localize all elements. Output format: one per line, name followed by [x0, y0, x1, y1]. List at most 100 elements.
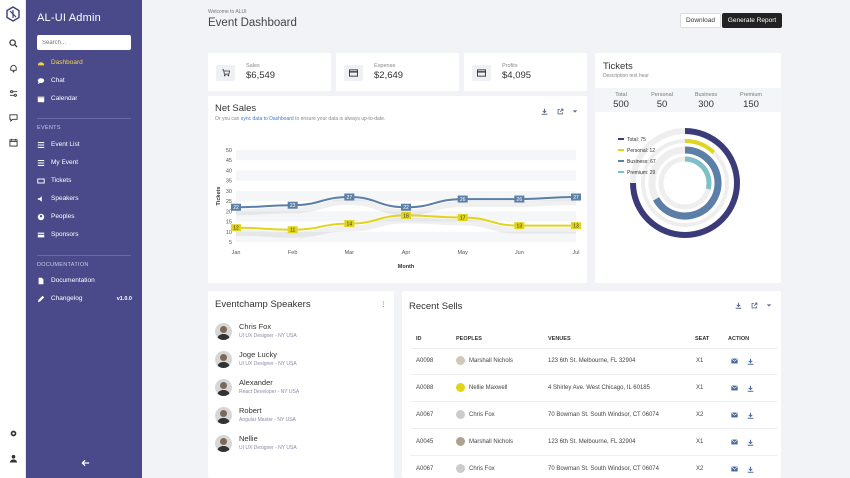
sync-data-link[interactable]: sync data to Dashboard [240, 116, 294, 122]
email-icon[interactable] [731, 412, 738, 420]
y-tick-label: 5 [229, 240, 232, 246]
avatar [456, 464, 465, 473]
email-icon[interactable] [731, 358, 738, 366]
avatar [215, 407, 232, 424]
grid-band [236, 190, 576, 202]
tickets-col-value: 500 [613, 99, 629, 110]
section-heading-documentation: DOCUMENTATION [37, 262, 89, 268]
chat-icon [37, 77, 45, 85]
download-icon[interactable] [747, 466, 754, 475]
y-tick-label: 10 [226, 230, 232, 236]
data-point [401, 203, 411, 211]
row-id: A0045 [416, 439, 434, 445]
data-label: 26 [460, 197, 466, 203]
page-title: Event Dashboard [208, 17, 297, 29]
email-icon[interactable] [731, 466, 738, 474]
y-tick-label: 50 [226, 148, 232, 154]
legend-label: Total: 75 [627, 137, 646, 143]
download-button[interactable]: Download [680, 13, 721, 28]
speaker-role: UI UX Designer - NY USA [239, 361, 297, 367]
divider [37, 255, 131, 256]
stat-label: Profits [502, 63, 518, 69]
download-icon[interactable] [541, 108, 548, 117]
search-input[interactable] [37, 35, 131, 50]
y-tick-label: 35 [226, 179, 232, 185]
sidebar-item-tickets[interactable]: Tickets [37, 176, 137, 186]
sidebar-item-chat[interactable]: Chat [37, 76, 137, 86]
chevron-down-icon[interactable] [766, 302, 772, 311]
data-point [231, 203, 241, 211]
tickets-col-label: Business [694, 92, 718, 98]
x-tick-label: Apr [402, 250, 411, 256]
sidebar-item-my-event[interactable]: My Event [37, 158, 137, 168]
row-id: A0067 [416, 466, 434, 472]
row-venue: 123 6th St. Melbourne, FL 32904 [548, 358, 636, 364]
download-icon[interactable] [747, 412, 754, 421]
bell-icon[interactable] [8, 64, 18, 74]
email-icon[interactable] [731, 439, 738, 447]
generate-report-button[interactable]: Generate Report [722, 13, 782, 28]
row-people: Nellie Maxwell [469, 385, 508, 391]
legend-label: Personal: 12 [627, 148, 655, 154]
sliders-icon[interactable] [8, 89, 18, 99]
sidebar-item-calendar[interactable]: Calendar [37, 94, 137, 104]
sidebar-item-sponsors[interactable]: Sponsors [37, 230, 137, 240]
data-point [571, 222, 581, 230]
table-divider [411, 374, 777, 375]
logo-icon[interactable] [5, 6, 21, 22]
ticket-icon [37, 177, 45, 185]
calendar-icon[interactable] [8, 138, 18, 148]
external-link-icon[interactable] [557, 108, 564, 117]
gear-icon[interactable] [8, 429, 18, 439]
y-tick-label: 45 [226, 158, 232, 164]
sidebar-item-label: Tickets [51, 177, 72, 184]
cart-icon [216, 65, 235, 81]
email-icon[interactable] [731, 385, 738, 393]
search-icon[interactable] [8, 39, 18, 49]
radial-bar [684, 156, 712, 190]
table-divider [411, 428, 777, 429]
download-icon[interactable] [747, 385, 754, 394]
people-icon [37, 213, 45, 221]
download-icon[interactable] [747, 358, 754, 367]
speaker-role: Angular Master - NY USA [239, 417, 296, 423]
row-people: Chris Fox [469, 466, 495, 472]
collapse-sidebar-icon[interactable] [81, 459, 90, 469]
y-tick-label: 30 [226, 189, 232, 195]
sidebar-item-event-list[interactable]: Event List [37, 140, 137, 150]
net-sales-title: Net Sales [215, 103, 257, 114]
speaker-item[interactable]: Joge Lucky UI UX Designer - NY USA [215, 349, 385, 371]
data-label: 13 [573, 224, 579, 230]
sidebar-item-documentation[interactable]: Documentation [37, 276, 137, 286]
stat-card-sales: Sales $6,549 [208, 53, 331, 91]
chat-icon[interactable] [8, 113, 18, 123]
speaker-item[interactable]: Robert Angular Master - NY USA [215, 405, 385, 427]
legend-swatch [618, 138, 624, 140]
chevron-down-icon[interactable] [572, 108, 578, 117]
radial-bar [653, 146, 722, 220]
sidebar-item-speakers[interactable]: Speakers [37, 194, 137, 204]
speaker-item[interactable]: Chris Fox UI UX Designer - NY USA [215, 321, 385, 343]
x-tick-label: Jun [515, 250, 524, 256]
recent-sells-card: Recent Sells [402, 291, 781, 478]
y-tick-label: 40 [226, 168, 232, 174]
user-icon[interactable] [8, 454, 18, 464]
net-sales-card: Net Sales Or you can sync data to Dashbo… [208, 96, 587, 283]
avatar [456, 437, 465, 446]
download-icon[interactable] [735, 302, 742, 311]
series-shadow [235, 217, 576, 238]
tickets-business: Business 300 [684, 92, 728, 110]
speaker-item[interactable]: Nellie UI UX Designer - NY USA [215, 433, 385, 455]
more-options-icon[interactable]: ⋮ [380, 301, 387, 308]
legend-label: Business: 67 [627, 159, 656, 165]
sidebar-item-peoples[interactable]: Peoples [37, 212, 137, 222]
stat-card-profits: Profits $4,095 [464, 53, 587, 91]
sidebar-item-dashboard[interactable]: Dashboard [37, 58, 137, 68]
sidebar-item-changelog[interactable]: Changelog v1.0.0 [37, 294, 137, 304]
speaker-item[interactable]: Alexander React Developer - NY USA [215, 377, 385, 399]
data-point [287, 226, 298, 234]
row-id: A0088 [416, 385, 434, 391]
external-link-icon[interactable] [751, 302, 758, 311]
recent-sells-title: Recent Sells [409, 301, 463, 312]
download-icon[interactable] [747, 439, 754, 448]
